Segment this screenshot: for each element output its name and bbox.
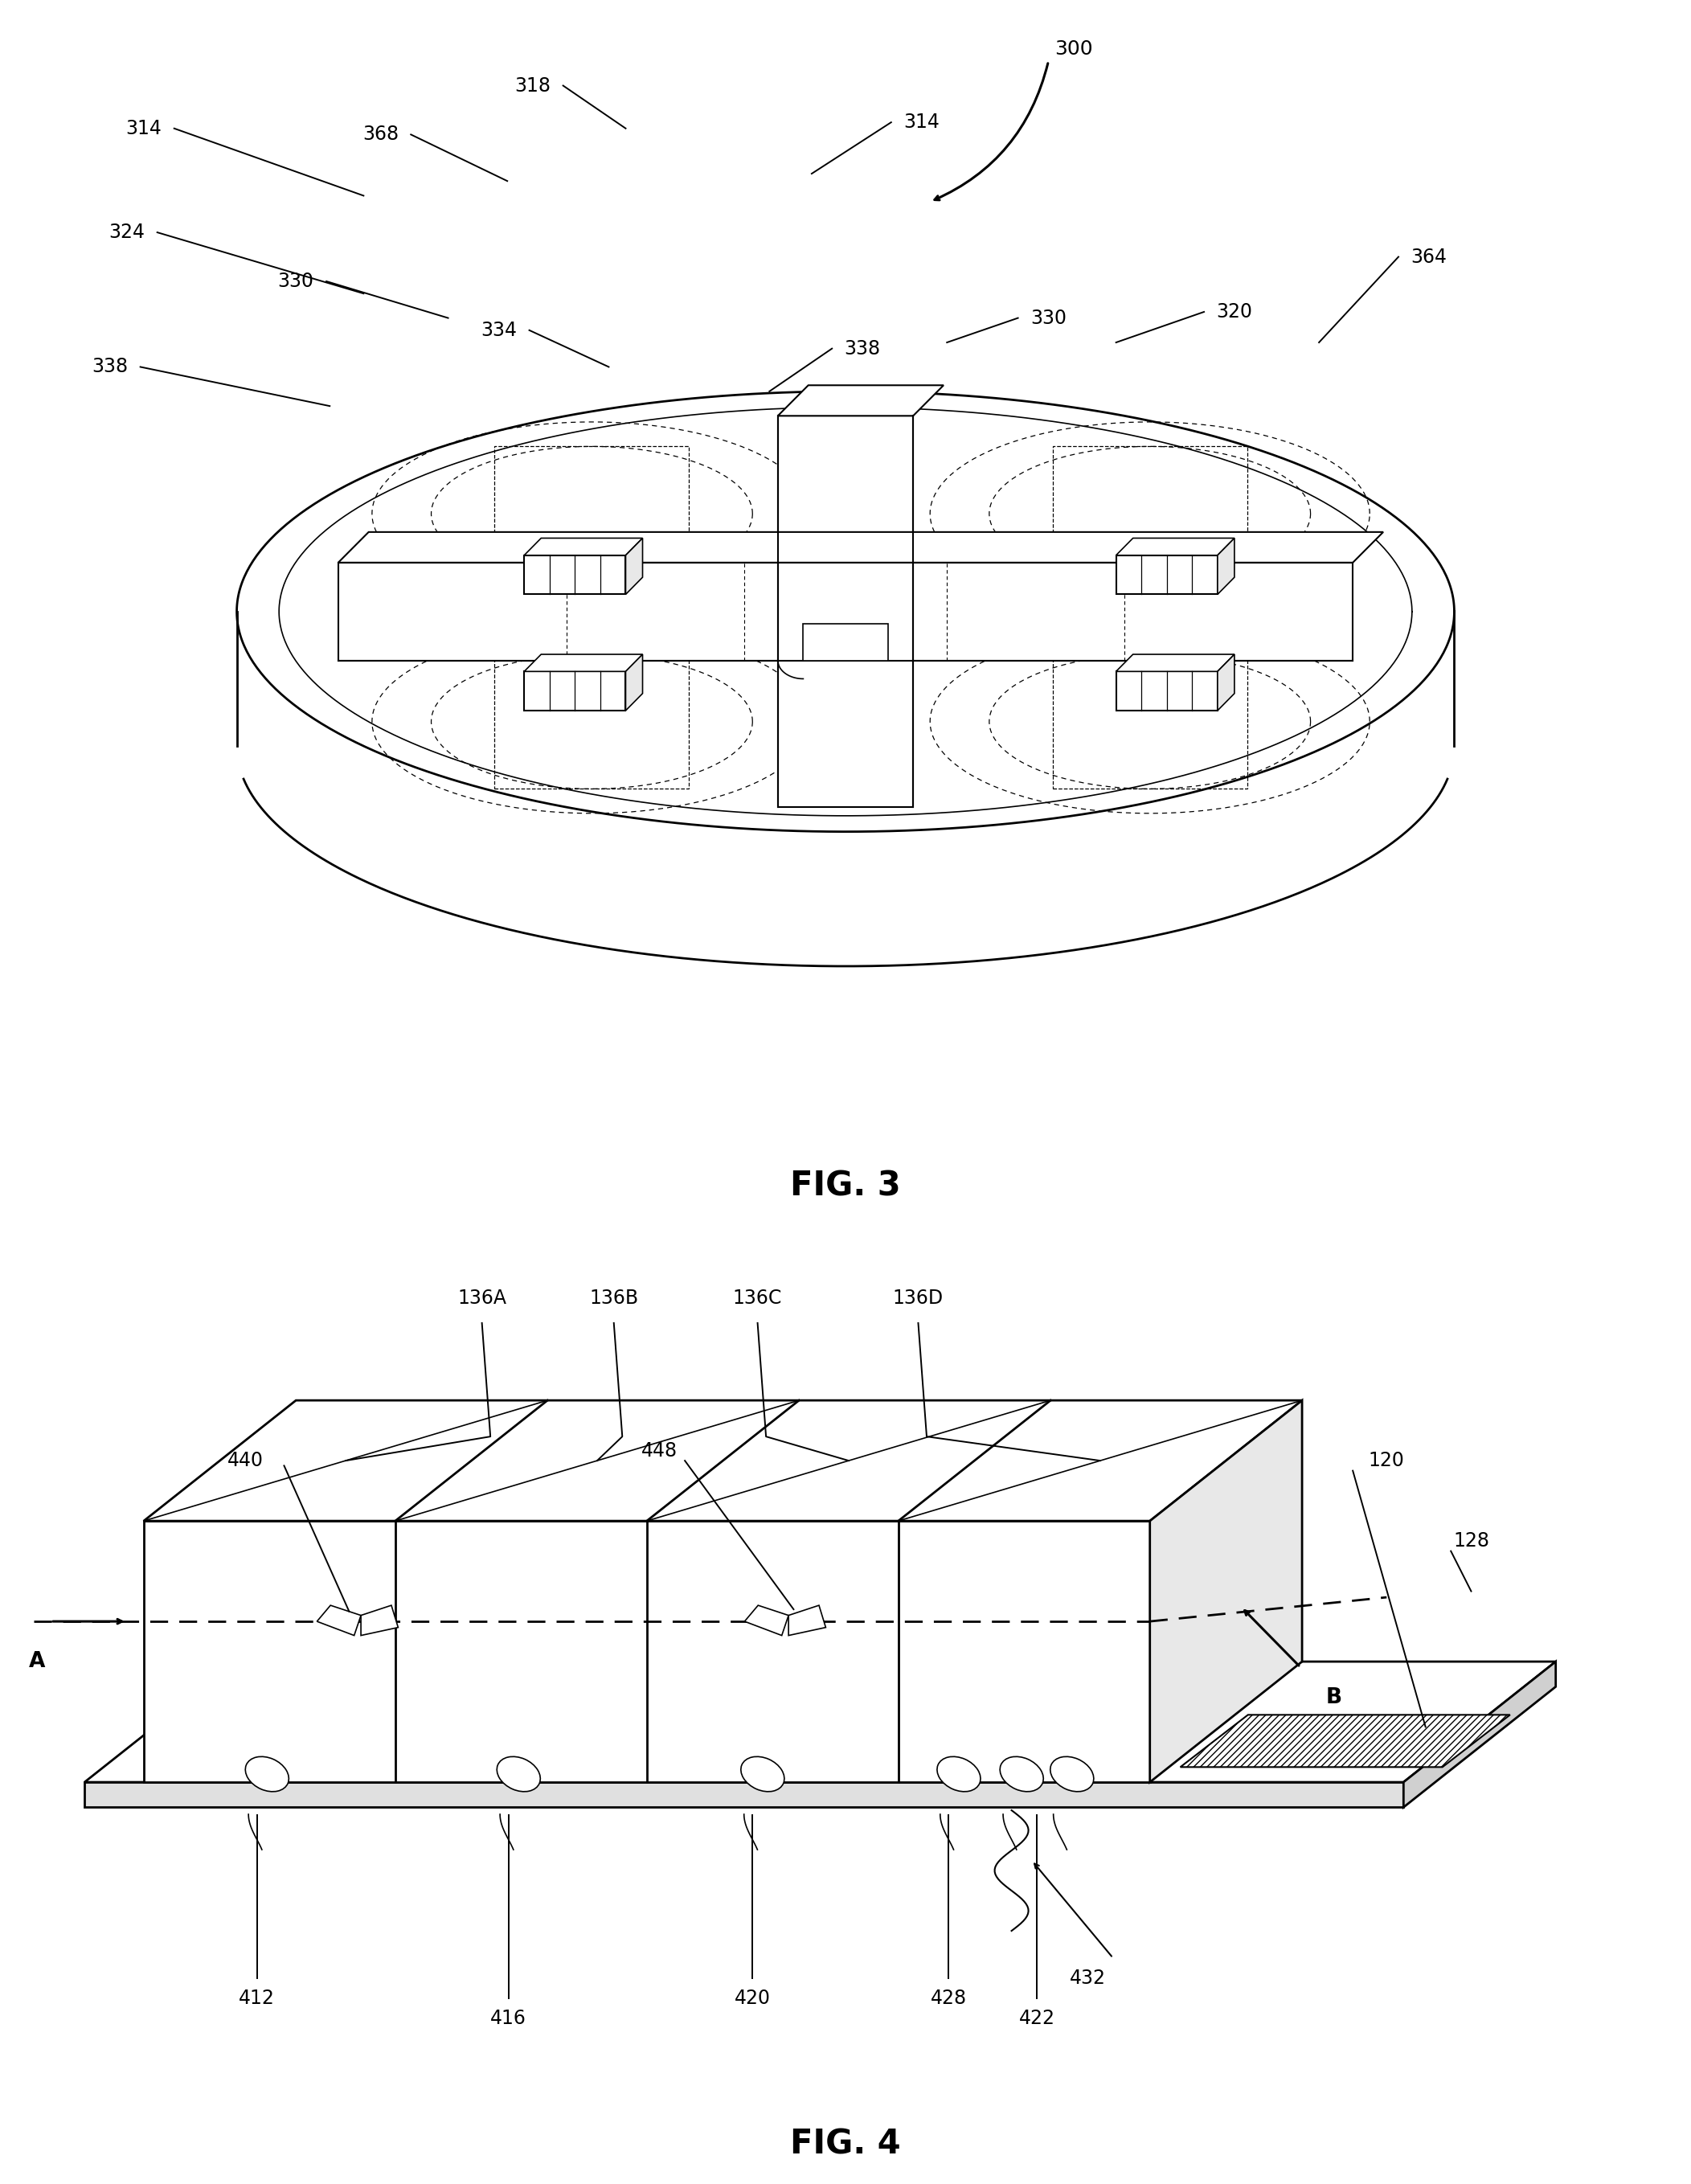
Text: 412: 412 [238,1987,276,2007]
Polygon shape [1218,537,1234,594]
Polygon shape [524,537,643,555]
Ellipse shape [497,1756,541,1791]
Text: 136A: 136A [458,1289,506,1308]
Text: 136C: 136C [732,1289,783,1308]
Polygon shape [626,655,643,710]
Text: 318: 318 [514,76,551,96]
Text: 440: 440 [227,1450,264,1470]
Text: A: A [29,1651,46,1673]
Polygon shape [1404,1662,1556,1808]
Bar [1116,670,1218,710]
Polygon shape [1218,655,1234,710]
Ellipse shape [1050,1756,1094,1791]
Text: 300: 300 [1055,39,1092,59]
Polygon shape [778,415,913,808]
Text: 448: 448 [641,1441,678,1461]
Bar [494,655,688,788]
Polygon shape [1116,537,1234,555]
Text: 338: 338 [91,358,129,376]
Ellipse shape [245,1756,289,1791]
Text: FIG. 4: FIG. 4 [790,2127,901,2160]
Bar [1052,446,1246,581]
Polygon shape [744,1605,788,1636]
Polygon shape [316,1605,360,1636]
Ellipse shape [937,1756,981,1791]
Text: 428: 428 [930,1987,967,2007]
Text: 314: 314 [903,114,940,131]
Bar [494,446,688,581]
Text: 136B: 136B [588,1289,639,1308]
Polygon shape [144,1400,1302,1520]
Text: FIG. 3: FIG. 3 [790,1168,901,1203]
Text: 314: 314 [125,118,162,138]
Text: 338: 338 [844,339,881,358]
Text: 128: 128 [1453,1531,1490,1551]
Text: 330: 330 [277,271,315,290]
Text: 364: 364 [1410,247,1447,266]
Text: 422: 422 [1018,2009,1055,2029]
Ellipse shape [741,1756,785,1791]
Text: 120: 120 [1368,1450,1405,1470]
Polygon shape [360,1605,397,1636]
Text: B: B [1326,1686,1343,1708]
Polygon shape [85,1782,1404,1808]
Polygon shape [338,563,1353,660]
Polygon shape [1150,1400,1302,1782]
Polygon shape [1180,1714,1510,1767]
Text: 416: 416 [490,2009,526,2029]
Polygon shape [626,537,643,594]
Text: 432: 432 [1069,1968,1106,1987]
Bar [524,555,626,594]
Text: 420: 420 [734,1987,771,2007]
Text: 320: 320 [1216,301,1253,321]
Polygon shape [778,384,944,415]
Bar [1052,655,1246,788]
Text: 330: 330 [1030,308,1067,328]
Polygon shape [788,1605,825,1636]
Bar [803,625,888,660]
Polygon shape [85,1662,1556,1782]
Text: 334: 334 [480,321,517,341]
Polygon shape [524,655,643,670]
Ellipse shape [999,1756,1043,1791]
Polygon shape [144,1520,1150,1782]
Bar [1116,555,1218,594]
Polygon shape [1116,655,1234,670]
Bar [524,670,626,710]
Text: 368: 368 [362,124,399,144]
Polygon shape [338,533,1383,563]
Text: 324: 324 [108,223,145,242]
Text: 136D: 136D [893,1289,944,1308]
